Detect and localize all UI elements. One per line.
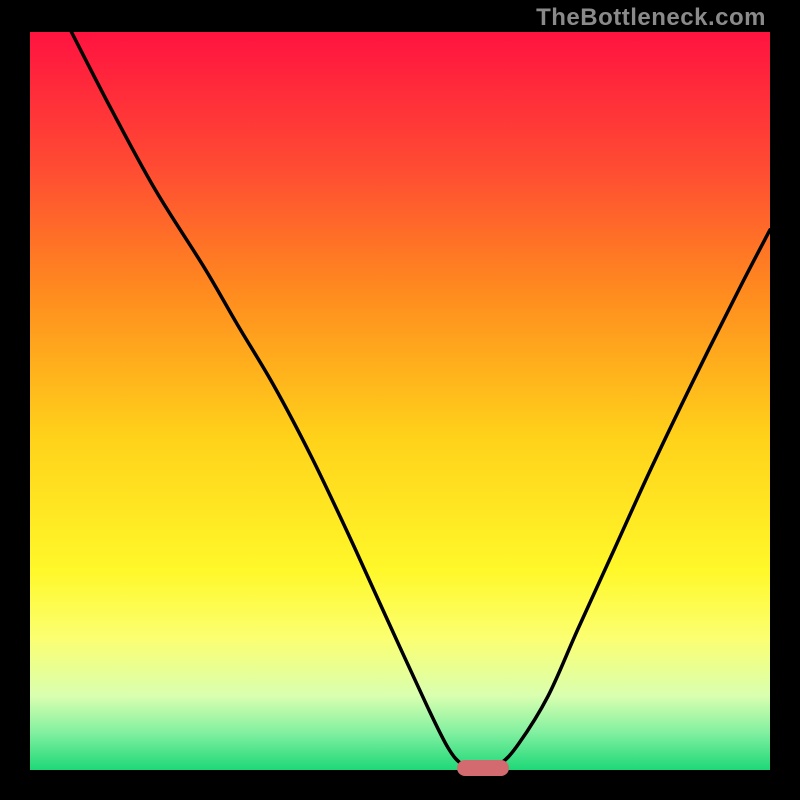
watermark-text: TheBottleneck.com xyxy=(536,4,766,32)
optimal-marker xyxy=(457,760,509,776)
plot-area xyxy=(30,32,770,770)
chart-frame: TheBottleneck.com xyxy=(0,0,800,800)
